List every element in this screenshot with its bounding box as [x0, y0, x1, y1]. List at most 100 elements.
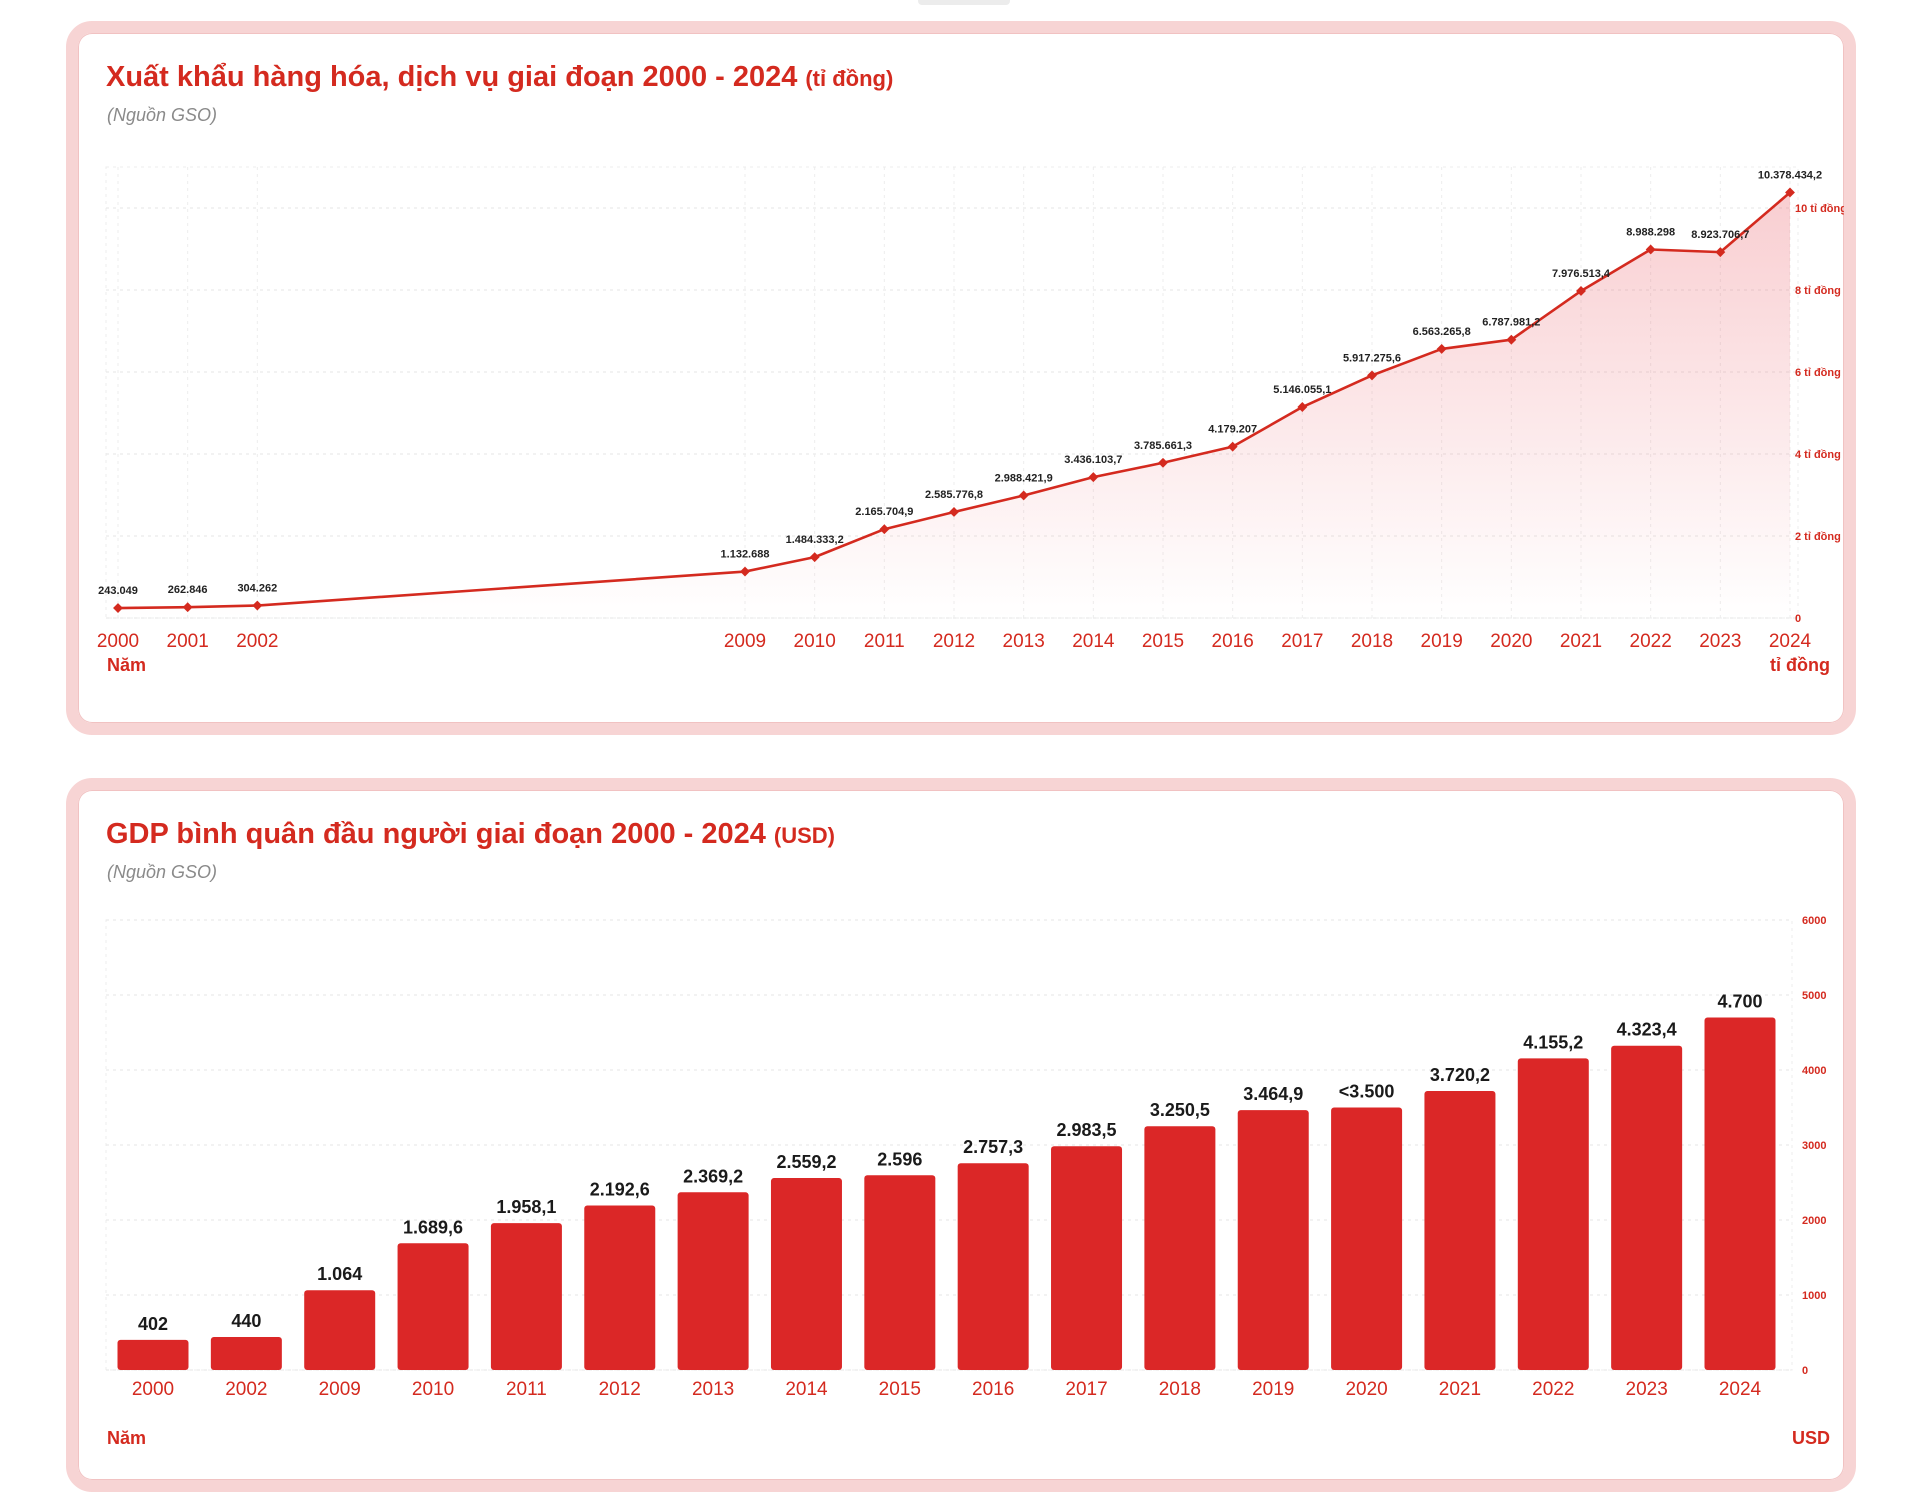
x-tick-label: 2017: [1281, 631, 1323, 652]
data-label: 1.132.688: [721, 549, 770, 561]
y-tick-label: 4 tỉ đồng: [1795, 449, 1841, 461]
y-tick-label: 2 tỉ đồng: [1795, 531, 1841, 543]
data-label: 2.988.421,9: [995, 472, 1053, 484]
y-tick-label: 8 tỉ đồng: [1795, 285, 1841, 297]
data-point: [1576, 286, 1586, 296]
x-tick-label: 2019: [1421, 631, 1463, 652]
data-point: [949, 507, 959, 517]
gdp-chart-title: GDP bình quân đầu người giai đoạn 2000 -…: [106, 818, 835, 850]
export-chart-source: (Nguồn GSO): [107, 105, 218, 125]
y-tick-label: 0: [1802, 1365, 1808, 1377]
y-axis-title: tỉ đồng: [1770, 655, 1830, 675]
export-chart-title: Xuất khẩu hàng hóa, dịch vụ giai đoạn 20…: [106, 61, 894, 93]
x-tick-label: 2017: [1065, 1379, 1107, 1400]
bar: [1237, 1110, 1309, 1370]
data-point: [879, 524, 890, 535]
gdp-chart-source: (Nguồn GSO): [107, 862, 218, 882]
x-tick-label: 2010: [794, 631, 836, 652]
bar-data-label: 2.983,5: [1056, 1120, 1116, 1140]
data-label: 304.262: [237, 583, 277, 595]
x-tick-label: 2023: [1699, 631, 1741, 652]
export-chart-card: Xuất khẩu hàng hóa, dịch vụ giai đoạn 20…: [66, 21, 1856, 735]
data-point: [1367, 370, 1377, 381]
x-tick-label: 2018: [1159, 1379, 1201, 1400]
data-point: [1506, 334, 1517, 345]
series-area: [118, 192, 1790, 618]
data-point: [113, 603, 123, 613]
bar-data-label: <3.500: [1339, 1082, 1395, 1102]
x-tick-label: 2013: [692, 1379, 734, 1400]
x-tick-label: 2016: [1212, 631, 1254, 652]
x-tick-label: 2016: [972, 1379, 1014, 1400]
x-tick-label: 2000: [97, 631, 139, 652]
data-label: 262.846: [168, 584, 208, 596]
data-label: 8.988.298: [1626, 226, 1675, 238]
bar: [304, 1290, 376, 1370]
data-label: 3.436.103,7: [1064, 454, 1122, 466]
bar-data-label: 2.192,6: [590, 1180, 650, 1200]
x-tick-label: 2002: [225, 1379, 267, 1400]
bar: [677, 1192, 749, 1370]
bar-data-label: 2.369,2: [683, 1166, 743, 1186]
bar: [1331, 1107, 1403, 1370]
export-line-chart: 243.049 262.846 304.262 1.132.688 1.484.333,…: [97, 166, 1844, 675]
x-tick-label: 2023: [1626, 1379, 1668, 1400]
data-label: 2.165.704,9: [855, 506, 913, 518]
x-tick-label: 2012: [599, 1379, 641, 1400]
gdp-chart-title-unit: (USD): [773, 823, 835, 848]
bar-data-label: 4.700: [1717, 992, 1762, 1012]
data-point: [1785, 187, 1795, 198]
bar: [1704, 1017, 1776, 1370]
bar-data-label: 1.064: [317, 1264, 362, 1284]
bar-data-label: 4.155,2: [1523, 1032, 1583, 1052]
data-label: 6.563.265,8: [1413, 326, 1471, 338]
bar-data-label: 2.559,2: [776, 1152, 836, 1172]
bar: [1424, 1090, 1496, 1370]
bar-data-label: 3.250,5: [1150, 1100, 1210, 1120]
gdp-chart-card: GDP bình quân đầu người giai đoạn 2000 -…: [66, 778, 1856, 1492]
bar-data-label: 440: [231, 1311, 261, 1331]
x-tick-label: 2012: [933, 631, 975, 652]
x-tick-label: 2024: [1769, 631, 1812, 652]
data-label: 6.787.981,2: [1482, 317, 1540, 329]
bar-data-label: 3.464,9: [1243, 1084, 1303, 1104]
data-label: 2.585.776,8: [925, 489, 983, 501]
data-point: [252, 600, 263, 611]
y-tick-label: 6000: [1802, 915, 1826, 927]
data-point: [1436, 343, 1447, 354]
bar: [770, 1178, 842, 1370]
x-tick-label: 2015: [1142, 631, 1184, 652]
x-tick-label: 2019: [1252, 1379, 1294, 1400]
data-point: [1227, 441, 1238, 452]
y-tick-label: 10 tỉ đồng: [1795, 203, 1844, 215]
x-tick-label: 2011: [506, 1379, 547, 1400]
data-label: 5.917.275,6: [1343, 352, 1401, 364]
bar: [490, 1223, 562, 1370]
x-tick-label: 2014: [1072, 631, 1115, 652]
x-tick-label: 2002: [236, 631, 278, 652]
x-tick-label: 2009: [319, 1379, 361, 1400]
bar: [864, 1175, 936, 1370]
y-tick-label: 5000: [1802, 990, 1826, 1002]
bar: [210, 1337, 282, 1370]
bar-data-label: 1.958,1: [496, 1197, 556, 1217]
data-point: [1158, 457, 1168, 468]
bar-data-label: 2.596: [877, 1149, 922, 1169]
bar: [397, 1243, 469, 1370]
data-label: 1.484.333,2: [786, 534, 844, 546]
x-tick-label: 2020: [1490, 631, 1532, 652]
x-tick-label: 2014: [785, 1379, 828, 1400]
y-tick-label: 4000: [1802, 1065, 1826, 1077]
gdp-bar-chart: 402 2000 440 2002 1.064 2009 1.689,6 2010 1.958,…: [105, 915, 1830, 1448]
x-tick-label: 2021: [1560, 631, 1602, 652]
data-label: 7.976.513,4: [1552, 268, 1611, 280]
data-point: [1715, 247, 1726, 258]
top-drag-handle: [918, 0, 1010, 5]
bar: [957, 1163, 1029, 1370]
x-tick-label: 2013: [1003, 631, 1045, 652]
y-tick-label: 0: [1795, 613, 1801, 625]
x-tick-label: 2000: [132, 1379, 174, 1400]
x-tick-label: 2018: [1351, 631, 1393, 652]
data-label: 3.785.661,3: [1134, 440, 1192, 452]
bar-data-label: 3.720,2: [1430, 1065, 1490, 1085]
